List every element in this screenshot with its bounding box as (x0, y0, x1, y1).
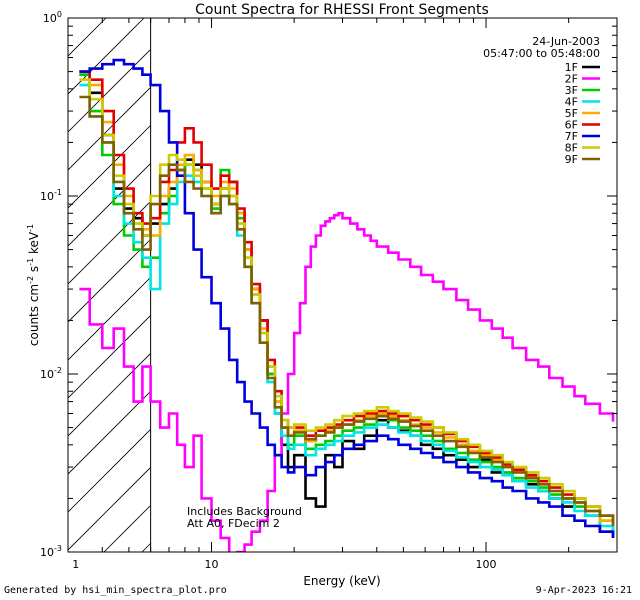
y-tick-label: 10-3 (40, 544, 62, 559)
hatch-mask (150, 18, 617, 552)
hatch-line (68, 18, 221, 171)
y-axis: 10-3 10-2 10-1 100 (40, 10, 617, 559)
hatch-line (68, 18, 145, 95)
legend-label: 5F (565, 107, 578, 120)
y-tick-label: 10-1 (40, 188, 62, 203)
series-4f (79, 83, 615, 532)
legend-label: 9F (565, 153, 578, 166)
footer-generator: Generated by hsi_min_spectra_plot.pro (4, 585, 227, 596)
x-tick-label: 10 (205, 558, 219, 571)
x-axis: 10 100 1 (67, 18, 618, 571)
hatch-region (68, 18, 617, 552)
legend-label: 4F (565, 96, 578, 109)
legend-label: 1F (565, 61, 578, 74)
y-axis-label: counts cm-2 s-1 keV-1 (26, 224, 41, 346)
y-tick-label: 10-2 (40, 366, 62, 381)
legend-label: 7F (565, 130, 578, 143)
chart-title: Count Spectra for RHESSI Front Segments (195, 2, 489, 18)
series-7f (79, 58, 615, 538)
series-8f (79, 78, 615, 521)
time-range-label: 05:47:00 to 05:48:00 (483, 47, 600, 60)
series-group (79, 58, 615, 552)
legend-label: 6F (565, 119, 578, 132)
note-attenuator: Att A0, FDecim 2 (187, 517, 280, 530)
legend-label: 8F (565, 142, 578, 155)
y-tick-label: 100 (43, 10, 62, 25)
series-2f (79, 211, 615, 552)
hatch-line (68, 18, 183, 133)
legend-label: 2F (565, 73, 578, 86)
date-label: 24-Jun-2003 (532, 35, 600, 48)
footer-timestamp: 9-Apr-2023 16:21 (535, 585, 632, 596)
x-tick-label: 100 (476, 558, 497, 571)
x-tick-label: 1 (72, 558, 79, 571)
x-axis-label: Energy (keV) (303, 574, 380, 588)
series-9f (79, 95, 615, 526)
legend-label: 3F (565, 84, 578, 97)
note-background: Includes Background (187, 505, 302, 518)
